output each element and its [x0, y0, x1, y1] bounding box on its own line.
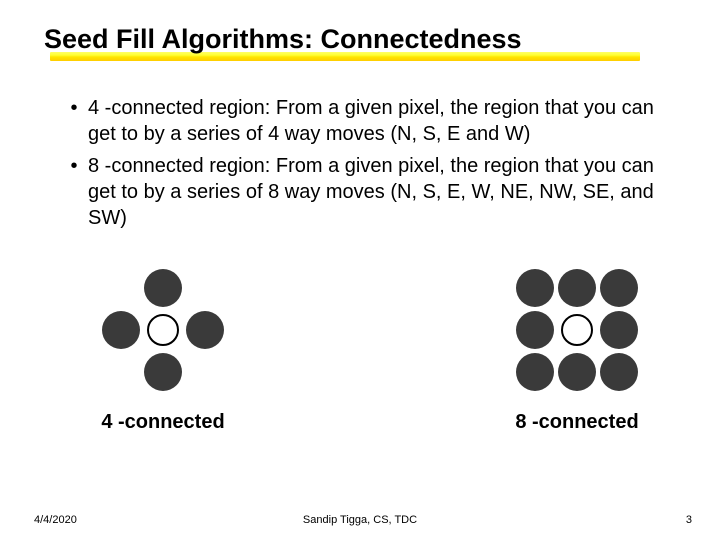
diagram-cell [142, 351, 184, 393]
filled-dot-icon [516, 311, 554, 349]
filled-dot-icon [600, 353, 638, 391]
eight-connected-diagram [514, 267, 640, 393]
bullet-text: 4 -connected region: From a given pixel,… [88, 95, 660, 147]
eight-connected-label: 8 -connected [515, 411, 638, 434]
filled-dot-icon [558, 353, 596, 391]
diagram-cell [100, 267, 142, 309]
diagram-cell [184, 267, 226, 309]
footer-date: 4/4/2020 [34, 514, 77, 526]
filled-dot-icon [144, 353, 182, 391]
filled-dot-icon [600, 311, 638, 349]
diagram-cell [184, 309, 226, 351]
diagram-cell [514, 309, 556, 351]
filled-dot-icon [102, 311, 140, 349]
diagram-cell [514, 267, 556, 309]
diagram-cell [100, 309, 142, 351]
diagram-cell [598, 309, 640, 351]
four-connected-diagram [100, 267, 226, 393]
filled-dot-icon [186, 311, 224, 349]
filled-dot-icon [600, 269, 638, 307]
filled-dot-icon [144, 269, 182, 307]
four-connected-label: 4 -connected [101, 411, 224, 434]
bullet-marker: • [60, 153, 88, 179]
filled-dot-icon [516, 269, 554, 307]
diagram-cell [598, 351, 640, 393]
center-ring-icon [561, 314, 593, 346]
filled-dot-icon [558, 269, 596, 307]
filled-dot-icon [516, 353, 554, 391]
diagram-cell [142, 267, 184, 309]
footer-author: Sandip Tigga, CS, TDC [303, 514, 417, 526]
diagram-cell [556, 351, 598, 393]
center-ring-icon [147, 314, 179, 346]
bullet-item: • 8 -connected region: From a given pixe… [60, 153, 660, 231]
diagram-cell [142, 309, 184, 351]
bullet-list: • 4 -connected region: From a given pixe… [60, 95, 660, 231]
diagram-cell [514, 351, 556, 393]
bullet-text: 8 -connected region: From a given pixel,… [88, 153, 660, 231]
diagram-cell [598, 267, 640, 309]
diagram-cell [184, 351, 226, 393]
footer-page-number: 3 [686, 514, 692, 526]
diagram-cell [100, 351, 142, 393]
bullet-item: • 4 -connected region: From a given pixe… [60, 95, 660, 147]
diagram-cell [556, 309, 598, 351]
slide-title: Seed Fill Algorithms: Connectedness [44, 24, 676, 55]
bullet-marker: • [60, 95, 88, 121]
diagram-cell [556, 267, 598, 309]
